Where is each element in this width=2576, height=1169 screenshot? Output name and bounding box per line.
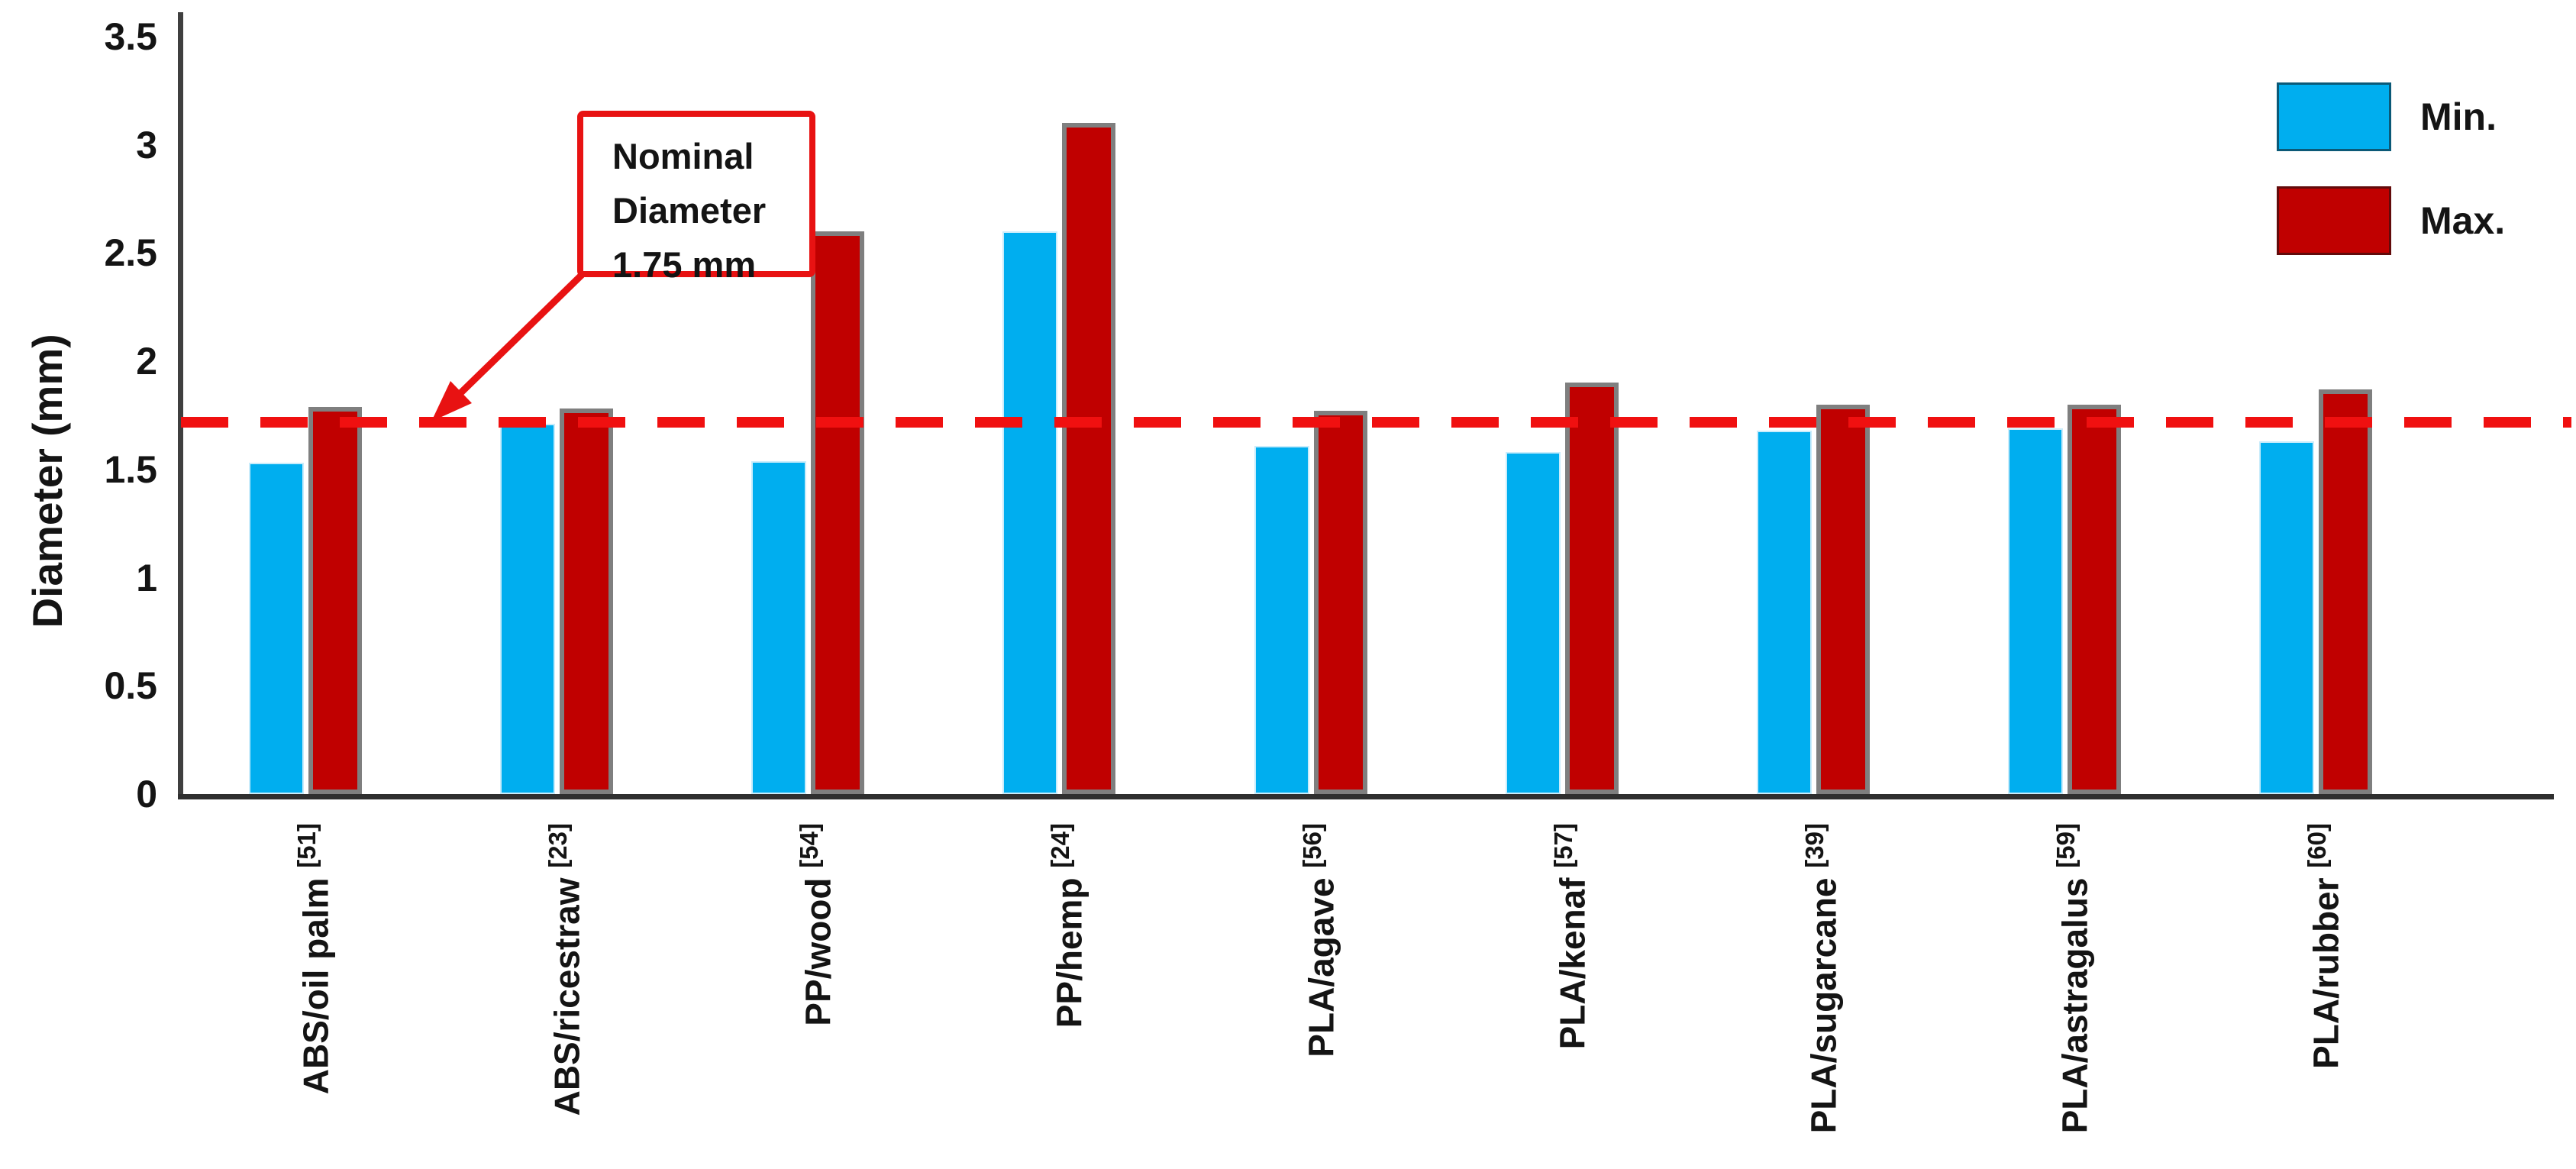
bar-max-3 [811, 231, 865, 794]
x-category-text: PP/hemp [1049, 877, 1089, 1029]
x-category-text: PLA/astragalus [2055, 877, 2095, 1134]
x-category-reference: [59] [2051, 823, 2080, 868]
x-category-reference: [54] [795, 823, 824, 868]
x-category-text: PP/wood [798, 877, 838, 1026]
legend-swatch-max-icon [2277, 186, 2391, 255]
x-category-reference: [24] [1046, 823, 1075, 868]
x-category-text: PLA/kenaf [1552, 877, 1593, 1050]
x-category-label-3: PP/wood [54] [789, 823, 838, 1026]
x-category-text: PLA/sugarcane [1803, 877, 1844, 1134]
x-category-text: ABS/ricestraw [547, 877, 587, 1116]
legend-label-max: Max. [2420, 199, 2506, 242]
x-category-reference: [23] [543, 823, 572, 868]
nominal-diameter-callout: Nominal Diameter 1.75 mm [577, 111, 815, 285]
legend-swatch-min-icon [2277, 82, 2391, 151]
bar-max-7 [1816, 404, 1870, 794]
y-axis-line [178, 12, 183, 799]
bar-max-1 [308, 406, 362, 794]
bar-min-9 [2259, 441, 2315, 794]
x-category-reference: [51] [292, 823, 321, 868]
y-tick-label-2: 2 [136, 340, 157, 383]
x-category-text: PLA/rubber [2306, 877, 2346, 1069]
x-category-reference: [39] [1800, 823, 1829, 868]
bar-min-6 [1505, 452, 1561, 794]
x-axis-line [178, 794, 2554, 799]
bar-max-5 [1313, 411, 1367, 794]
y-tick-label-0.5: 0.5 [104, 664, 157, 708]
bar-min-1 [248, 463, 304, 794]
bar-max-8 [2068, 404, 2122, 794]
bar-min-5 [1254, 445, 1309, 794]
x-category-label-2: ABS/ricestraw [23] [538, 823, 586, 1116]
x-category-label-9: PLA/rubber [60] [2297, 823, 2345, 1069]
y-tick-label-0: 0 [136, 773, 157, 815]
bar-max-2 [559, 409, 613, 794]
x-category-label-1: ABS/oil palm [51] [287, 823, 335, 1094]
x-category-label-8: PLA/astragalus [59] [2046, 823, 2094, 1133]
legend: Min. Max. [2277, 82, 2505, 290]
y-tick-label-3: 3 [136, 123, 157, 166]
bar-min-2 [499, 424, 555, 794]
bar-min-4 [1002, 231, 1058, 794]
x-category-label-6: PLA/kenaf [57] [1544, 823, 1592, 1049]
bar-min-7 [1756, 430, 1812, 794]
x-category-reference: [56] [1297, 823, 1326, 868]
x-category-text: ABS/oil palm [295, 877, 335, 1095]
bar-max-9 [2319, 389, 2373, 794]
legend-item-max: Max. [2277, 186, 2505, 255]
bar-min-8 [2008, 428, 2064, 794]
x-category-label-4: PP/hemp [24] [1041, 823, 1089, 1028]
bar-min-3 [751, 460, 807, 794]
callout-line-2: Diameter [612, 190, 767, 231]
x-category-reference: [60] [2303, 823, 2332, 868]
callout-leader-line [458, 272, 585, 396]
x-category-label-5: PLA/agave [56] [1293, 823, 1341, 1058]
y-tick-label-3.5: 3.5 [104, 15, 157, 58]
y-tick-label-1.5: 1.5 [104, 447, 157, 491]
bar-max-6 [1564, 383, 1619, 794]
legend-label-min: Min. [2420, 95, 2497, 138]
x-category-reference: [57] [1548, 823, 1577, 868]
x-category-label-7: PLA/sugarcane [39] [1795, 823, 1843, 1133]
x-category-text: PLA/agave [1300, 877, 1341, 1058]
callout-line-1: Nominal [612, 136, 754, 176]
y-tick-label-1: 1 [136, 556, 157, 599]
callout-line-3: 1.75 mm [612, 244, 757, 285]
callout-arrowhead-icon [431, 381, 472, 421]
nominal-diameter-dashed-line [181, 416, 2571, 428]
bar-max-4 [1062, 123, 1116, 794]
legend-item-min: Min. [2277, 82, 2505, 151]
y-tick-label-2.5: 2.5 [104, 231, 157, 275]
